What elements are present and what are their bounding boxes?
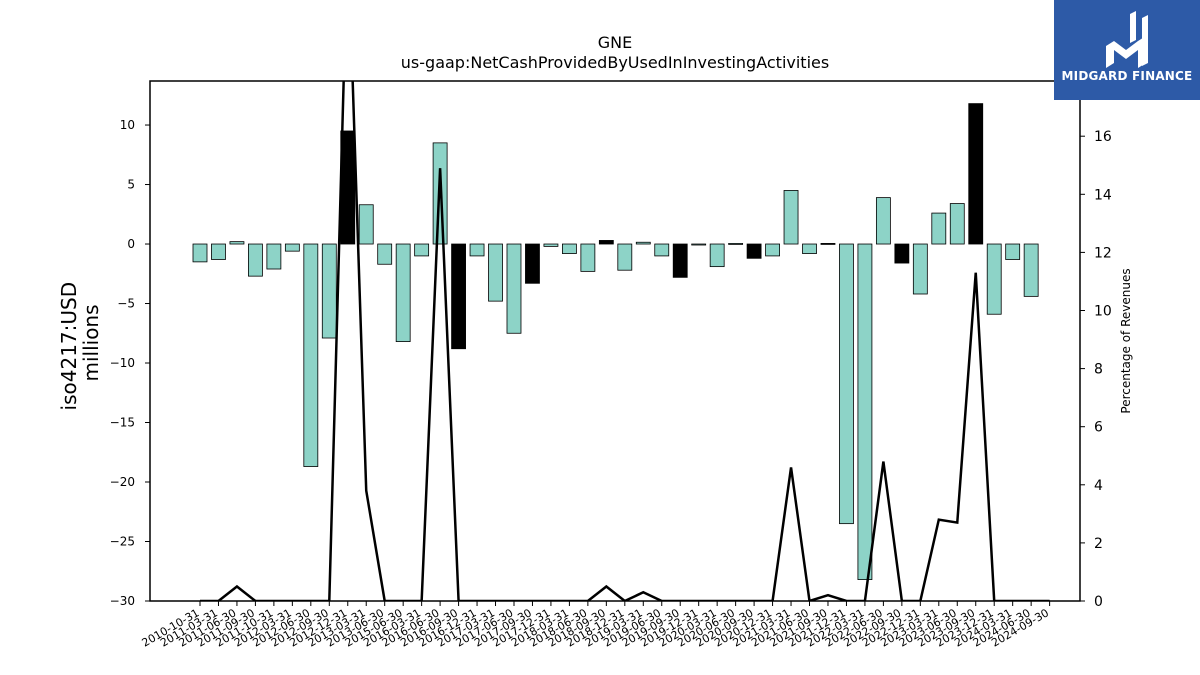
percentage-line [200,81,1050,601]
bar-2015-06-30 [395,243,411,342]
bar-2017-12-31 [543,243,559,247]
midgard-logo-icon [1106,11,1148,68]
bar-2022-06-30 [875,197,891,245]
y2-axis-label: Percentage of Revenues [1119,268,1133,413]
y-tick-label: −10 [110,356,135,370]
bar-2020-12-31 [765,243,780,257]
bar-2021-06-30 [802,243,817,254]
x-axis: 2010-10-312011-03-312011-06-302011-09-30… [140,601,1051,650]
bar-2011-06-30 [229,241,245,245]
chart-title: GNE [598,33,632,52]
bar-2012-09-30 [321,243,337,339]
y2-tick-label: 8 [1094,362,1103,378]
y-tick-label: 5 [127,178,135,192]
bar-2012-03-31 [284,243,300,252]
bar-2018-12-31 [617,243,633,271]
bar-2011-10-31 [266,243,282,270]
bar-2019-12-31 [691,243,707,246]
line-series [200,81,1050,601]
y-axis-label: iso4217:USD millions [57,276,103,411]
bar-2016-03-31 [414,243,430,257]
bar-2017-09-30 [525,243,540,284]
bar-2016-12-31 [469,243,485,257]
bar-2021-12-31 [839,243,854,525]
y2-tick-label: 2 [1094,536,1103,552]
bar-2020-09-30 [746,243,762,259]
bar-2013-06-30 [377,243,393,265]
y2-tick-label: 6 [1094,420,1103,436]
bar-2017-06-30 [506,243,522,334]
bar-2023-03-31 [931,212,947,245]
bar-2010-10-31 [192,243,208,263]
bar-2017-03-31 [488,243,503,302]
logo-text: MIDGARD FINANCE [1061,69,1193,83]
y-tick-label: 0 [127,237,135,251]
bar-2019-09-30 [672,243,688,278]
bar-2021-09-30 [820,243,836,245]
bar-2011-09-30 [248,243,263,277]
y-tick-label: −30 [110,594,135,608]
bar-2020-06-30 [728,243,744,245]
bar-2018-03-31 [562,243,577,254]
chart-subtitle: us-gaap:NetCashProvidedByUsedInInvesting… [401,53,829,72]
y2-tick-label: 4 [1094,478,1103,494]
y2-tick-label: 10 [1094,303,1112,319]
y-axis-left: 10 5 0 −5 −10 −15 −20 −25 −30 [110,118,150,608]
bar-2018-06-30 [580,243,596,272]
bar-2019-06-30 [654,243,670,257]
y-tick-label: −20 [110,475,135,489]
y2-tick-label: 12 [1094,245,1112,261]
bar-2013-03-31 [358,204,374,245]
bar-2024-06-30 [1023,243,1039,297]
bar-2021-03-31 [783,190,799,245]
bar-2018-09-30 [598,240,614,245]
bar-2023-06-30 [949,203,965,245]
midgard-finance-logo: MIDGARD FINANCE [1054,0,1200,100]
bar-2012-06-30 [303,243,319,467]
bar-series [192,103,1039,580]
y-tick-label: 10 [120,118,135,132]
bar-2022-03-31 [857,243,873,580]
bar-2020-03-31 [709,243,725,268]
y-tick-label: −5 [117,297,135,311]
y2-tick-label: 14 [1094,187,1112,203]
bar-2011-03-31 [211,243,226,260]
bar-2023-09-30 [968,103,984,245]
y-tick-label: −15 [110,416,135,430]
plot-frame [149,80,1081,602]
y-tick-label: −25 [110,535,135,549]
bar-2023-12-31 [986,243,1002,315]
bar-2024-03-31 [1005,243,1021,260]
bar-2022-12-31 [912,243,928,295]
bar-2019-03-31 [635,241,651,245]
y2-tick-label: 0 [1094,594,1103,610]
bar-2016-09-30 [451,243,466,350]
y2-tick-label: 16 [1094,129,1112,145]
bar-2022-09-30 [894,243,910,264]
y-axis-right: 0 2 4 6 8 10 12 14 16 [1080,129,1112,610]
